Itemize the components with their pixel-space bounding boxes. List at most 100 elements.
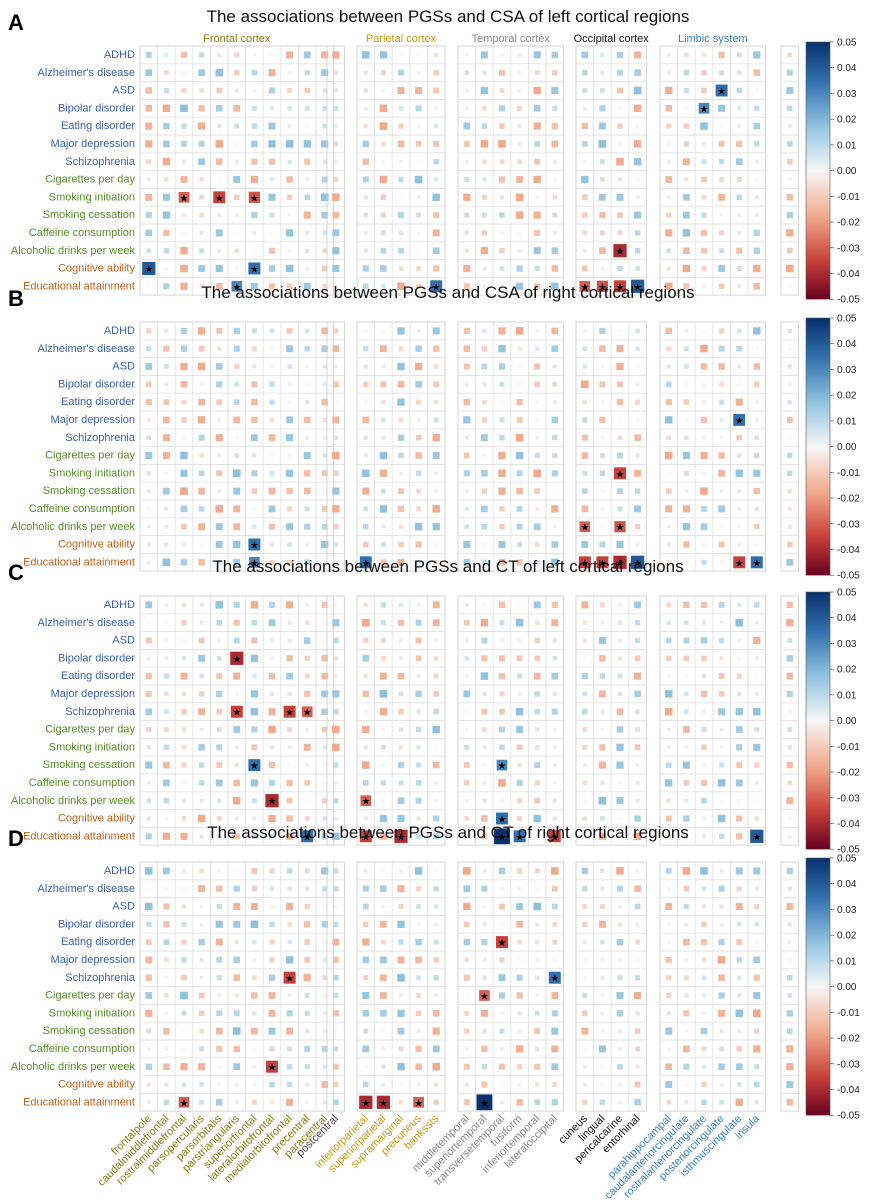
heat-mark xyxy=(600,400,605,404)
heat-mark xyxy=(633,158,642,166)
heat-mark xyxy=(199,904,204,909)
row-label: Schizophrenia xyxy=(65,972,136,984)
heat-mark xyxy=(305,542,310,547)
heat-mark xyxy=(753,867,761,875)
heat-mark xyxy=(163,727,169,732)
heat-mark xyxy=(233,540,241,549)
heat-mark xyxy=(164,1082,169,1087)
heat-mark xyxy=(534,141,541,147)
heat-mark xyxy=(702,141,706,146)
heat-mark xyxy=(634,488,641,494)
heat-mark xyxy=(635,780,640,785)
heat-mark xyxy=(786,1010,793,1017)
heat-mark xyxy=(321,867,329,875)
heat-mark xyxy=(464,638,469,643)
heat-mark xyxy=(534,691,540,697)
heat-mark xyxy=(499,903,505,910)
grid-cell xyxy=(747,277,766,296)
heat-mark xyxy=(251,798,257,804)
colorbar-tick-label: 0.01 xyxy=(837,956,857,967)
heat-mark xyxy=(517,105,523,111)
heat-mark xyxy=(216,816,222,821)
heat-mark xyxy=(787,124,792,129)
heat-mark xyxy=(535,887,539,891)
heat-mark xyxy=(399,471,403,476)
heat-mark xyxy=(551,265,559,272)
heat-mark xyxy=(582,1099,588,1105)
heat-mark xyxy=(754,1028,760,1034)
heat-mark xyxy=(163,487,170,495)
heat-mark xyxy=(733,413,746,426)
heat-mark xyxy=(268,87,276,94)
heat-mark xyxy=(270,347,274,351)
heat-mark xyxy=(321,601,328,608)
heat-mark xyxy=(248,191,260,203)
heat-mark xyxy=(215,363,223,370)
heat-mark xyxy=(415,141,422,147)
heat-mark xyxy=(287,691,292,697)
heat-mark xyxy=(163,761,170,769)
heat-mark xyxy=(737,507,742,511)
heat-mark xyxy=(398,106,404,111)
heat-mark xyxy=(684,691,689,697)
heat-mark xyxy=(434,489,438,493)
colorbar-tick-label: -0.05 xyxy=(837,845,860,856)
heat-mark xyxy=(252,507,256,511)
heat-mark xyxy=(701,886,707,892)
heat-mark xyxy=(199,453,204,458)
heat-mark xyxy=(630,279,645,293)
heat-mark xyxy=(599,247,606,255)
significance-star: ★ xyxy=(616,247,625,258)
heat-mark xyxy=(269,212,275,218)
heat-mark xyxy=(198,470,205,477)
heat-mark xyxy=(146,1100,151,1105)
heat-mark xyxy=(199,177,204,182)
heat-mark xyxy=(250,779,258,787)
heat-mark xyxy=(736,762,743,769)
heat-mark xyxy=(787,727,793,732)
heat-mark xyxy=(432,619,440,627)
heat-mark xyxy=(618,329,622,333)
heat-mark xyxy=(463,193,471,201)
heat-mark xyxy=(381,399,386,405)
heat-mark xyxy=(719,620,724,625)
heat-mark xyxy=(517,1029,522,1034)
heat-mark xyxy=(517,1082,522,1087)
heat-mark xyxy=(754,105,760,111)
heat-mark xyxy=(667,471,671,475)
heat-mark xyxy=(600,780,605,785)
colorbar-tick-label: 0.03 xyxy=(837,365,857,376)
heat-mark xyxy=(499,123,505,129)
heat-mark xyxy=(600,1082,604,1087)
heat-mark xyxy=(517,52,522,57)
heat-mark xyxy=(163,709,169,715)
heat-mark xyxy=(481,1081,488,1088)
heat-mark xyxy=(398,266,404,271)
heat-mark xyxy=(464,176,470,183)
heat-mark xyxy=(305,124,309,128)
heat-mark xyxy=(305,399,310,405)
heat-mark xyxy=(552,105,558,111)
heat-mark xyxy=(363,745,368,750)
heat-mark xyxy=(617,381,623,388)
heat-mark xyxy=(145,974,152,981)
heat-mark xyxy=(684,489,689,494)
heat-mark xyxy=(701,744,707,751)
heat-mark xyxy=(433,815,440,822)
heat-mark xyxy=(362,265,369,272)
heat-mark xyxy=(634,991,642,1000)
heat-mark xyxy=(787,470,793,477)
heat-mark xyxy=(287,506,293,512)
heat-mark xyxy=(251,726,258,733)
heat-mark xyxy=(755,799,759,803)
heat-mark xyxy=(146,816,151,821)
heat-mark xyxy=(582,230,588,236)
heat-mark xyxy=(286,283,293,290)
heat-mark xyxy=(719,904,724,909)
heat-mark xyxy=(481,708,488,715)
heat-mark xyxy=(518,231,522,235)
heat-mark xyxy=(736,453,742,458)
heat-mark xyxy=(482,727,487,732)
heat-mark xyxy=(268,158,276,165)
heat-mark xyxy=(737,106,742,111)
